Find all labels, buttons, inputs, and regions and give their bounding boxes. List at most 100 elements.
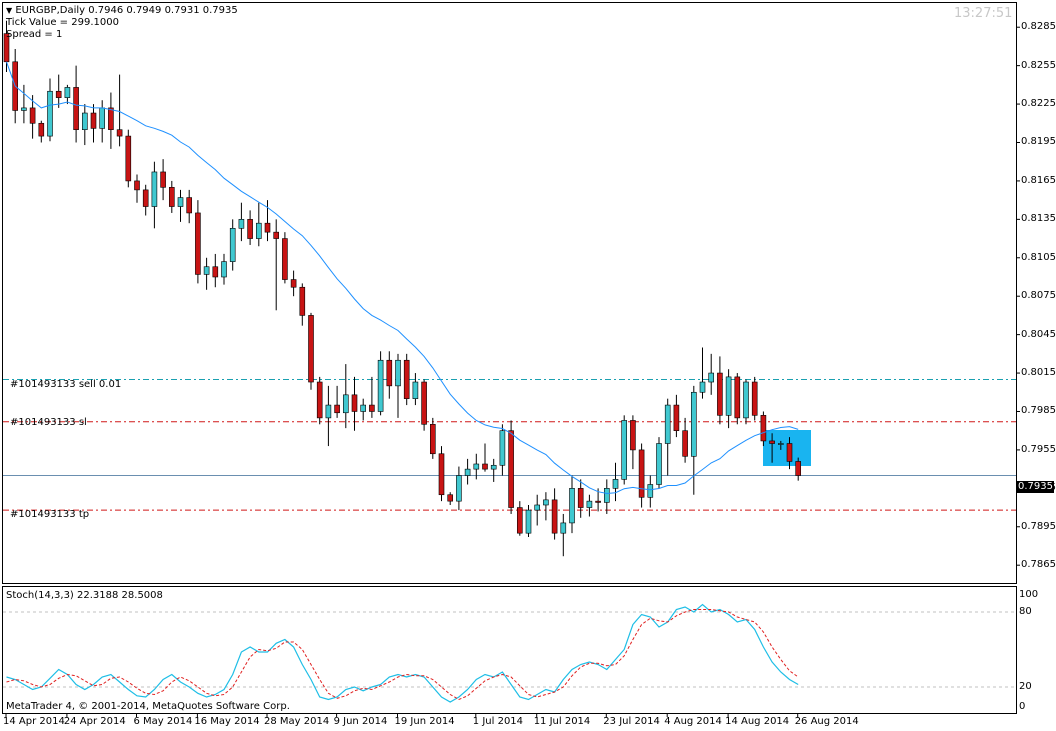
candle-body-bull	[699, 381, 706, 393]
candle-body-bear	[734, 376, 741, 419]
candle-body-bull	[525, 509, 532, 534]
candle	[142, 184, 149, 216]
candle-body-bear	[186, 197, 192, 214]
candle	[342, 364, 349, 429]
price-axis-label: 0.8285	[1021, 21, 1056, 33]
candle	[769, 433, 775, 463]
candle-body-bear	[299, 286, 306, 316]
candle-body-bull	[690, 391, 697, 457]
candle-body-bear	[316, 381, 323, 419]
candle	[38, 120, 45, 143]
candle	[456, 466, 462, 511]
candle-body-bull	[543, 499, 549, 506]
candle-body-bull	[412, 381, 419, 399]
candle	[621, 415, 628, 485]
candle-body-bear	[595, 500, 601, 503]
candle	[177, 189, 184, 222]
candle	[90, 104, 97, 143]
candle	[221, 253, 227, 285]
stoch-main-line	[6, 603, 799, 703]
candle-body-bear	[38, 122, 45, 137]
candle	[160, 159, 166, 201]
stoch-level-0: 0	[1019, 701, 1026, 712]
candle-body-bull	[221, 261, 227, 278]
date-axis-label: 16 May 2014	[194, 716, 260, 727]
candle-body-bull	[21, 107, 27, 111]
candle	[134, 174, 140, 203]
moving-average-line	[6, 61, 799, 495]
candle-body-bull	[203, 266, 210, 275]
candle	[169, 180, 175, 213]
candle	[351, 376, 358, 431]
order-tp-label[interactable]: #101493133 tp	[10, 509, 90, 520]
symbol-header: ▼ EURGBP,Daily 0.7946 0.7949 0.7931 0.79…	[6, 5, 238, 17]
candle-body-bear	[577, 488, 584, 508]
stoch-signal-line	[6, 609, 799, 701]
candle-body-bull	[777, 443, 784, 445]
candle-body-bear	[264, 222, 271, 233]
candle-body-bear	[125, 135, 132, 182]
candle-body-bull	[708, 372, 715, 383]
price-axis-label: 0.7985	[1021, 405, 1056, 417]
stoch-level-100: 100	[1019, 589, 1039, 600]
candle-body-bear	[786, 443, 793, 462]
order-sell-label[interactable]: #101493133 sell 0.01	[10, 379, 122, 390]
candle	[108, 92, 114, 149]
date-axis-label: 19 Jun 2014	[394, 716, 455, 727]
candle-body-bull	[560, 522, 567, 534]
candle-body-bear	[55, 90, 62, 98]
candle	[186, 189, 192, 224]
order-sl-label[interactable]: #101493133 sl	[10, 417, 87, 428]
candle-body-bull	[569, 488, 575, 524]
candle-body-bear	[369, 404, 375, 412]
candle	[395, 353, 401, 418]
candle-body-bear	[108, 107, 114, 130]
candle-body-bear	[212, 266, 219, 278]
candle	[412, 373, 419, 406]
spread-text: Spread = 1	[6, 29, 63, 40]
price-panel-frame	[2, 2, 1017, 584]
price-axis-label: 0.8045	[1021, 328, 1056, 340]
candle	[290, 270, 297, 297]
candle-body-bear	[29, 107, 36, 124]
candle-body-bull	[725, 376, 732, 416]
candle-body-bull	[229, 228, 236, 262]
date-axis-label: 4 Aug 2014	[664, 716, 722, 727]
candle	[525, 504, 532, 538]
current-price-tag: 0.7935	[1017, 481, 1054, 493]
candle	[638, 443, 645, 508]
candle	[447, 492, 454, 505]
candle-body-bull	[151, 171, 158, 207]
candle-body-bull	[82, 112, 88, 130]
date-axis-label: 28 May 2014	[264, 716, 330, 727]
candle	[673, 394, 680, 438]
candle-body-bear	[638, 449, 645, 498]
candle	[743, 379, 749, 425]
candle	[299, 283, 306, 326]
candle	[273, 219, 280, 311]
candle-body-bull	[534, 504, 541, 511]
candle	[760, 411, 767, 447]
candle	[516, 501, 523, 536]
candle-body-bull	[255, 222, 262, 239]
stoch-panel-frame	[2, 586, 1017, 714]
candle	[429, 417, 436, 459]
candle	[795, 457, 802, 481]
candle	[786, 437, 793, 470]
candle-body-bear	[516, 507, 523, 534]
candle	[73, 65, 79, 143]
candle	[203, 257, 210, 290]
candle	[586, 494, 593, 517]
candle-body-bear	[169, 187, 175, 207]
candle-body-bear	[116, 129, 123, 137]
candle-body-bull	[586, 500, 593, 508]
candle	[55, 74, 62, 108]
candle	[690, 385, 697, 495]
candle	[603, 479, 610, 514]
candle-body-bear	[73, 87, 79, 130]
candle-body-bull	[499, 430, 506, 466]
dropdown-arrow-icon[interactable]: ▼	[6, 6, 13, 15]
candle-body-bull	[456, 475, 462, 502]
